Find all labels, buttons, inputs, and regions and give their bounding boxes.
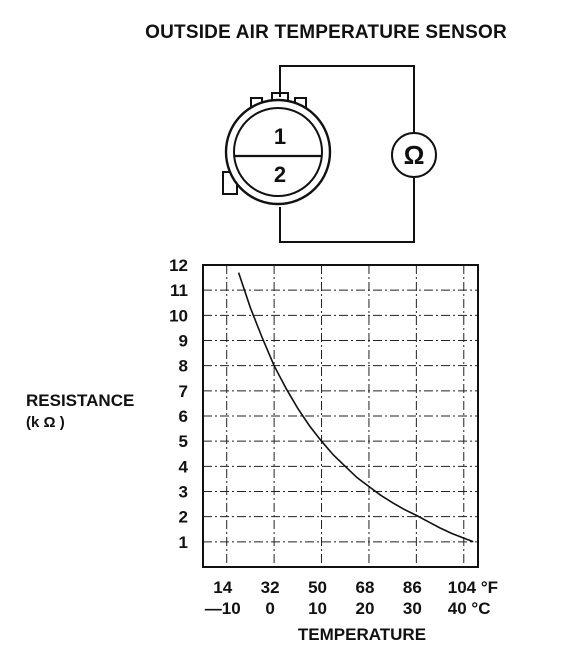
x-tick-label-c: 20 [355, 599, 374, 618]
y-tick-label: 4 [179, 457, 189, 476]
chart-grid [203, 264, 478, 567]
series-line [237, 272, 474, 543]
y-tick-label: 1 [179, 533, 188, 552]
x-tick-label-f: 104 °F [448, 578, 498, 597]
y-tick-label: 10 [169, 306, 188, 325]
y-tick-label: 3 [179, 483, 188, 502]
y-axis-unit: (k Ω ) [26, 414, 65, 431]
y-tick-label: 6 [179, 407, 188, 426]
x-tick-label-f: 50 [308, 578, 327, 597]
wire-top [279, 65, 415, 133]
connector-body [224, 98, 332, 206]
y-tick-labels: 12 11 10 9 8 7 6 5 4 3 2 1 [169, 256, 188, 552]
y-tick-label: 9 [179, 332, 188, 351]
connector-pin-1: 1 [274, 124, 286, 149]
x-tick-labels-f: 14 32 50 68 86 104 °F [213, 578, 498, 597]
x-tick-label-c: 10 [308, 599, 327, 618]
y-tick-label: 5 [179, 432, 188, 451]
x-tick-label-c: 0 [265, 599, 274, 618]
y-axis-label: RESISTANCE [26, 391, 134, 410]
y-tick-label: 11 [170, 281, 188, 300]
ohm-icon: Ω [404, 140, 425, 170]
x-tick-label-c: —10 [205, 599, 241, 618]
circuit [222, 65, 437, 243]
plot-frame [202, 264, 479, 568]
y-tick-label: 8 [179, 357, 188, 376]
x-tick-label-f: 86 [403, 578, 422, 597]
x-tick-label-c: 30 [403, 599, 422, 618]
y-tick-label: 2 [179, 508, 188, 527]
x-tick-label-f: 68 [355, 578, 374, 597]
y-tick-label: 12 [169, 256, 188, 275]
ohmmeter-symbol [391, 132, 437, 178]
x-tick-label-c: 40 °C [448, 599, 491, 618]
x-tick-label-f: 14 [213, 578, 232, 597]
x-tick-labels-c: —10 0 10 20 30 40 °C [205, 599, 491, 618]
y-tick-label: 7 [179, 382, 188, 401]
wire-bottom [279, 178, 415, 243]
connector-pin-2: 2 [274, 162, 286, 187]
x-axis-label: TEMPERATURE [298, 625, 426, 644]
x-tick-label-f: 32 [261, 578, 280, 597]
page-title: OUTSIDE AIR TEMPERATURE SENSOR [145, 22, 507, 43]
connector-inner [233, 107, 323, 197]
